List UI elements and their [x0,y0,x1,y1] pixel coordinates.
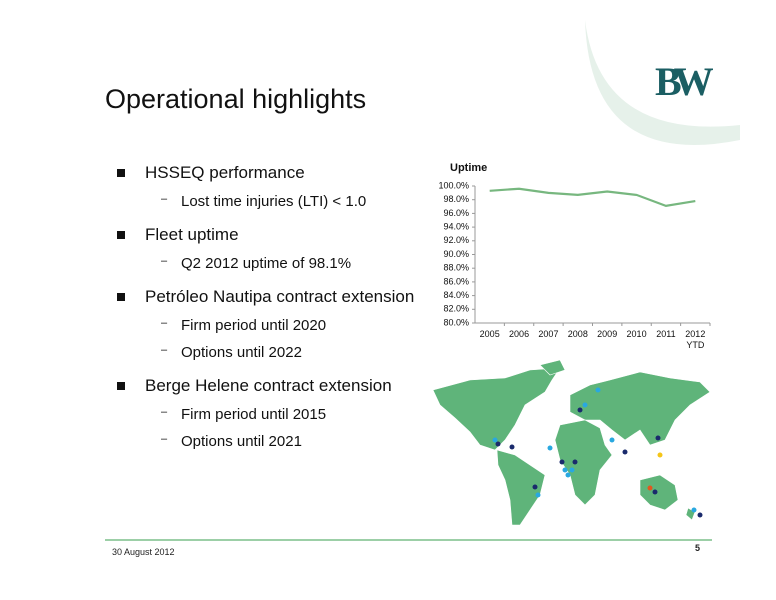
swoosh [585,20,740,145]
sub-bullet: Options until 2021 [161,433,302,450]
bullet: Petróleo Nautipa contract extension [116,287,415,306]
slide-title: Operational highlights [105,84,367,114]
y-tick-label: 88.0% [443,263,469,273]
x-tick-label: 2007 [538,329,559,339]
y-tick-label: 98.0% [443,194,469,204]
y-tick-label: 80.0% [443,317,469,327]
x-tick-label: 2009 [597,329,618,339]
sub-bullet: Lost time injuries (LTI) < 1.0 [161,193,366,210]
site-markers [492,387,703,518]
sub-bullet: Firm period until 2015 [161,406,326,423]
chart-title: Uptime [450,162,487,174]
x-tick-label: 2011 [656,329,676,339]
world-map [432,359,711,526]
y-tick-label: 90.0% [443,249,469,259]
chart: Uptime 80.0% 82.0% 84.0% 86.0% 88.0% 90.0% 92.… [420,155,720,355]
logo: BW [655,59,714,104]
sub-bullet: Options until 2022 [161,344,302,361]
y-tick-label: 86.0% [443,276,469,286]
x-tick-label: 2012 YTD [685,329,706,350]
bullet: HSSEQ performance [117,163,305,182]
sub-bullet: Q2 2012 uptime of 98.1% [161,255,351,272]
y-tick-label: 100.0% [438,180,469,190]
uptime-line [489,187,696,207]
x-tick-label: 2005 [479,329,500,339]
x-tick-label: 2006 [509,329,530,339]
y-tick-label: 82.0% [443,304,469,314]
footer-date: 30 August 2012 [112,547,175,557]
sub-bullet: Firm period until 2020 [161,317,326,334]
y-tick-label: 94.0% [443,221,469,231]
page-number: 5 [695,543,701,553]
y-tick-label: 96.0% [443,208,469,218]
bullet: Berge Helene contract extension [117,376,392,395]
chart-canvas: Uptime 80.0% 82.0% 84.0% 86.0% 88.0% 90.0% 92.… [438,162,711,327]
x-tick-label: 2010 [626,329,647,339]
x-tick-label: 2008 [567,329,588,339]
y-tick-label: 92.0% [443,235,469,245]
bullet: Fleet uptime [117,225,239,244]
y-tick-label: 84.0% [443,290,469,300]
